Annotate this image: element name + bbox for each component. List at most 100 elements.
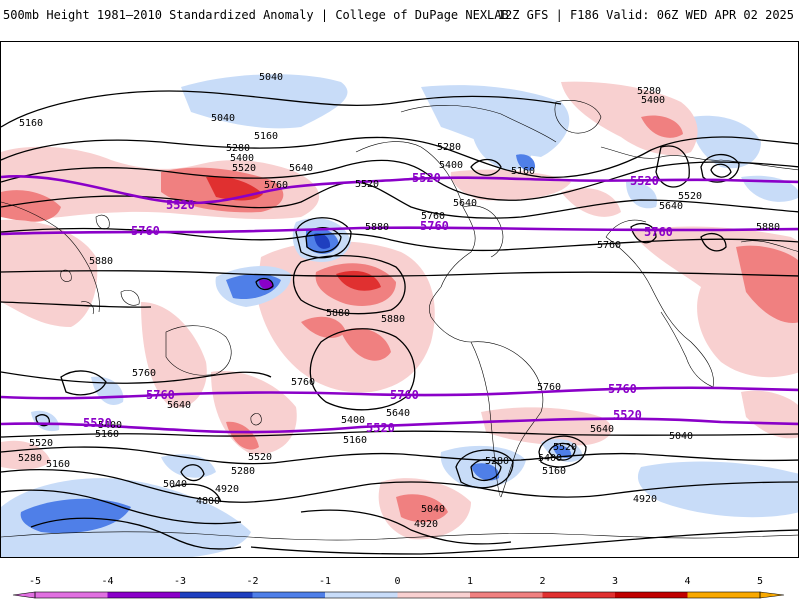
height-label: 5160 — [343, 435, 367, 446]
colorbar-tick-label: 2 — [539, 576, 545, 587]
anomaly-fill-pos1 — [481, 407, 612, 446]
anomaly-map: 5040 5040 5160 5160 5280 5400 5520 5640 … — [1, 72, 798, 557]
height-label: 5160 — [46, 459, 70, 470]
anomaly-colorbar: -5 -4 -3 -2 -1 0 1 2 3 4 5 — [12, 576, 785, 599]
anomaly-fill-pos2 — [1, 190, 61, 222]
height-label: 5400 — [341, 415, 365, 426]
height-label: 5280 — [231, 466, 255, 477]
height-label: 5040 — [669, 431, 693, 442]
colorbar-bin — [470, 592, 543, 598]
colorbar-tick-label: -4 — [101, 576, 113, 587]
anomaly-fill-pos2 — [736, 245, 798, 323]
anomaly-fill-neg1 — [626, 181, 657, 209]
anomaly-fill-neg1 — [637, 461, 798, 518]
height-label: 4920 — [215, 484, 239, 495]
height-label: 5520 — [553, 442, 577, 453]
anomaly-fill-neg2 — [553, 445, 572, 458]
height-label: 5040 — [259, 72, 283, 83]
reference-contour-label: 5760 — [390, 388, 419, 402]
reference-label-layer: 5520 5760 5520 5760 5520 5760 5760 5520 … — [83, 171, 673, 435]
reference-contour-label: 5520 — [83, 416, 112, 430]
height-label: 5640 — [167, 400, 191, 411]
colorbar-outline — [34, 591, 761, 599]
height-label: 5760 — [264, 180, 288, 191]
height-label: 5640 — [386, 408, 410, 419]
height-label: 5280 — [437, 142, 461, 153]
anomaly-fill-pos1 — [561, 188, 621, 217]
colorbar-max-extend — [759, 591, 785, 599]
height-label: 5400 — [439, 160, 463, 171]
map-panel: 5040 5040 5160 5160 5280 5400 5520 5640 … — [0, 41, 799, 558]
anomaly-fill-pos1 — [561, 81, 698, 156]
colorbar-min-extend — [12, 591, 36, 599]
height-label: 5280 — [637, 86, 661, 97]
height-label: 5040 — [163, 479, 187, 490]
height-label: 5520 — [678, 191, 702, 202]
anomaly-fill-pos1 — [1, 440, 51, 470]
height-label: 5640 — [289, 163, 313, 174]
height-label: 5880 — [365, 222, 389, 233]
colorbar-bin — [687, 592, 760, 598]
colorbar-tick-label: 3 — [612, 576, 618, 587]
colorbar-tick-label: 4 — [684, 576, 690, 587]
anomaly-fill-pos1 — [741, 390, 798, 439]
height-label: 5880 — [756, 222, 780, 233]
height-label: 5280 — [226, 143, 250, 154]
height-label: 5400 — [230, 153, 254, 164]
reference-contour-label: 5520 — [166, 198, 195, 212]
colorbar-bin — [180, 592, 253, 598]
height-label: 5400 — [538, 453, 562, 464]
height-label: 5880 — [89, 256, 113, 267]
anomaly-fill-pos1 — [141, 302, 207, 408]
anomaly-fill-pos2 — [641, 115, 683, 138]
reference-contour-label: 5760 — [131, 224, 160, 238]
model-run-info: 12Z GFS | F186 Valid: 06Z WED APR 02 202… — [497, 8, 794, 22]
height-contour-layer — [1, 90, 798, 555]
height-label: 5760 — [537, 382, 561, 393]
anomaly-fill-neg1 — [91, 376, 124, 405]
anomaly-fill-neg1 — [31, 410, 60, 432]
height-label: 5520 — [248, 452, 272, 463]
height-label: 4920 — [633, 494, 657, 505]
height-label: 5160 — [511, 166, 535, 177]
colorbar-tick-label: 5 — [757, 576, 763, 587]
height-label: 5280 — [18, 453, 42, 464]
reference-contour-layer — [1, 175, 798, 434]
colorbar-tick-label: 0 — [394, 576, 400, 587]
height-label: 5160 — [254, 131, 278, 142]
height-label: 5640 — [590, 424, 614, 435]
reference-contour-label: 5760 — [146, 388, 175, 402]
colorbar-bin — [397, 592, 470, 598]
reference-contour-label: 5760 — [644, 225, 673, 239]
map-title: 500mb Height 1981–2010 Standardized Anom… — [3, 8, 509, 22]
height-label: 5160 — [542, 466, 566, 477]
coastline-layer — [1, 100, 798, 541]
height-label: 5400 — [641, 95, 665, 106]
height-label: 4800 — [196, 496, 220, 507]
anomaly-fill-pos1 — [1, 219, 98, 327]
height-label: 5160 — [19, 118, 43, 129]
anomaly-fill-neg1 — [421, 85, 570, 157]
colorbar-bin — [35, 592, 108, 598]
height-label: 5400 — [98, 420, 122, 431]
colorbar-bins — [12, 591, 785, 599]
height-label: 5760 — [291, 377, 315, 388]
colorbar-bin — [325, 592, 398, 598]
colorbar-tick-label: -5 — [29, 576, 41, 587]
anomaly-fill-neg1 — [1, 478, 251, 557]
anomaly-fill-pos2 — [301, 316, 346, 338]
colorbar-tick-label: -2 — [246, 576, 258, 587]
reference-contour-label: 5760 — [608, 382, 637, 396]
height-label: 5520 — [29, 438, 53, 449]
height-label: 5760 — [597, 240, 621, 251]
height-label: 5760 — [132, 368, 156, 379]
height-label-layer: 5040 5040 5160 5160 5280 5400 5520 5640 … — [18, 72, 780, 530]
colorbar-tick-label: -3 — [174, 576, 186, 587]
anomaly-fill-neg1 — [691, 115, 761, 169]
colorbar-bin — [542, 592, 615, 598]
anomaly-fill-neg1 — [181, 74, 348, 129]
reference-contour-label: 5520 — [630, 174, 659, 188]
anomaly-fill-neg3 — [314, 233, 331, 249]
anomaly-fill-neg2 — [516, 154, 536, 171]
height-label: 5280 — [485, 456, 509, 467]
